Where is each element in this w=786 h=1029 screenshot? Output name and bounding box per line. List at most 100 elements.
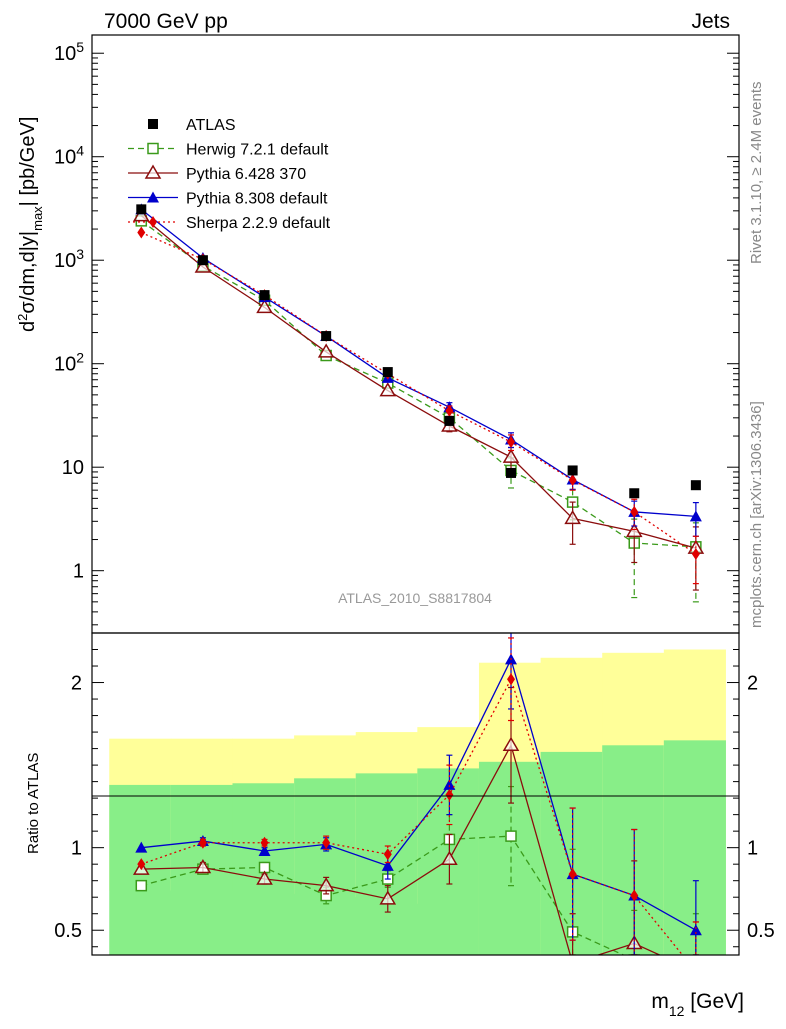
ratio-tick-label-left: 1 — [71, 838, 82, 860]
main-pythia8-point — [689, 510, 702, 522]
header-right: Jets — [691, 10, 730, 33]
main-sherpa-point — [137, 226, 146, 239]
main-sherpa-point — [445, 404, 454, 417]
mcplots-label: mcplots.cern.ch [arXiv:1306.3436] — [748, 401, 765, 628]
ratio-pythia6-line — [141, 743, 662, 955]
xlabel: m12 [GeV] — [651, 990, 744, 1019]
ratio-sherpa-point — [568, 868, 577, 881]
main-atlas-point — [629, 488, 640, 499]
ratio-herwig-line — [141, 835, 625, 955]
legend: ATLAS Herwig 7.2.1 default Pythia 6.428 37… — [128, 117, 331, 232]
ratio-sherpa-point — [630, 889, 639, 902]
main-sherpa-line — [141, 231, 697, 555]
main-sherpa-point — [691, 547, 700, 560]
ratio-series — [132, 633, 703, 978]
main-pythia8-line — [140, 208, 696, 518]
ratio-pythia6-point — [317, 877, 335, 892]
main-atlas-point — [321, 331, 332, 342]
ratio-pythia8-point — [689, 924, 702, 936]
main-pythia6-line — [140, 215, 697, 549]
main-sherpa-point — [568, 474, 577, 487]
ratio-pythia6-point — [441, 850, 458, 865]
main-herwig-line — [140, 220, 696, 548]
ratio-pythia6-point — [502, 736, 520, 752]
main-tick-label: 1 — [73, 561, 84, 583]
ratio-pythia6-point — [256, 870, 273, 885]
main-pythia6-point — [502, 448, 520, 463]
ratio-pythia8-point — [135, 841, 148, 853]
ratio-sherpa-line — [141, 677, 684, 955]
rivet-label: Rivet 3.1.10, ≥ 2.4M events — [748, 82, 765, 265]
legend-marker-pythia8 — [147, 191, 159, 203]
ratio-pythia8-point — [381, 859, 394, 871]
ratio-pythia6-point — [194, 858, 212, 874]
ratio-bands — [109, 649, 726, 955]
ratio-herwig-point — [691, 958, 701, 968]
band-inner-bin — [602, 745, 665, 955]
main-atlas-point — [567, 465, 578, 476]
main-sherpa-point — [630, 505, 639, 518]
ratio-herwig-point — [505, 830, 517, 842]
legend-label-herwig: Herwig 7.2.1 default — [186, 142, 329, 159]
ylabel-bottom: Ratio to ATLAS — [25, 753, 42, 854]
ratio-sherpa-point — [260, 836, 269, 849]
legend-marker-herwig — [147, 142, 159, 155]
band-inner-bin — [663, 740, 726, 955]
ratio-tick-label-left: 0.5 — [54, 920, 82, 942]
main-pythia6-point — [317, 343, 335, 358]
main-atlas-point — [382, 367, 393, 378]
ratio-pythia8-point — [443, 778, 456, 790]
ratio-pythia6-point — [379, 890, 397, 905]
ratio-frame — [91, 632, 740, 956]
header-left: 7000 GeV pp — [104, 10, 228, 33]
ratio-pythia8-point — [258, 844, 271, 856]
main-tick-label: 105 — [54, 39, 84, 65]
ratio-pythia6-point — [689, 965, 703, 977]
band-inner-bin — [478, 761, 542, 955]
main-tick-label: 102 — [54, 350, 84, 376]
ratio-pythia8-line — [141, 657, 697, 931]
main-atlas-point — [197, 255, 208, 266]
axis-ticks: 1 10 102 103 104 105 0.5 0.5 1 1 2 2 — [54, 39, 775, 948]
band-inner-bin — [294, 778, 357, 955]
ratio-sherpa-point — [322, 836, 331, 849]
main-atlas-point — [259, 290, 270, 301]
analysis-label: ATLAS_2010_S8817804 — [338, 590, 492, 606]
legend-marker-sherpa — [149, 216, 157, 228]
main-atlas-point — [136, 204, 147, 215]
band-inner-bin — [540, 751, 603, 955]
ratio-sherpa-point — [507, 673, 516, 686]
main-pythia6-point — [256, 298, 273, 314]
main-series — [132, 203, 705, 603]
ratio-sherpa-point — [383, 848, 392, 861]
ratio-tick-label-right: 0.5 — [747, 920, 775, 942]
legend-label-atlas: ATLAS — [186, 117, 236, 134]
ylabel-top: d2σ/dm,d|y|max| [pb/GeV] — [15, 117, 45, 332]
legend-label-pythia6: Pythia 6.428 370 — [186, 166, 306, 183]
main-tick-label: 104 — [54, 143, 84, 169]
main-tick-label: 10 — [62, 457, 84, 479]
ratio-herwig-point — [628, 954, 640, 955]
ratio-sherpa-point — [137, 858, 146, 871]
ratio-tick-label-right: 2 — [747, 673, 758, 695]
legend-label-sherpa: Sherpa 2.2.9 default — [186, 215, 331, 232]
main-sherpa-point — [507, 436, 516, 449]
legend-label-pythia8: Pythia 8.308 default — [186, 191, 328, 208]
main-atlas-point — [506, 467, 517, 478]
main-pythia6-point — [564, 509, 581, 525]
ratio-herwig-point — [135, 879, 148, 892]
main-pythia6-point — [379, 382, 397, 397]
main-pythia6-point — [625, 522, 643, 538]
ratio-sherpa-point — [445, 788, 454, 801]
legend-marker-atlas — [148, 119, 158, 129]
ratio-pythia6-point — [572, 954, 573, 955]
main-atlas-point — [690, 480, 701, 491]
ratio-sherpa-point — [692, 966, 700, 978]
main-tick-label: 103 — [54, 246, 84, 272]
main-atlas-point — [444, 415, 455, 426]
ratio-tick-label-left: 2 — [71, 673, 82, 695]
main-pythia6-point — [194, 258, 212, 273]
ratio-tick-label-right: 1 — [747, 838, 758, 860]
